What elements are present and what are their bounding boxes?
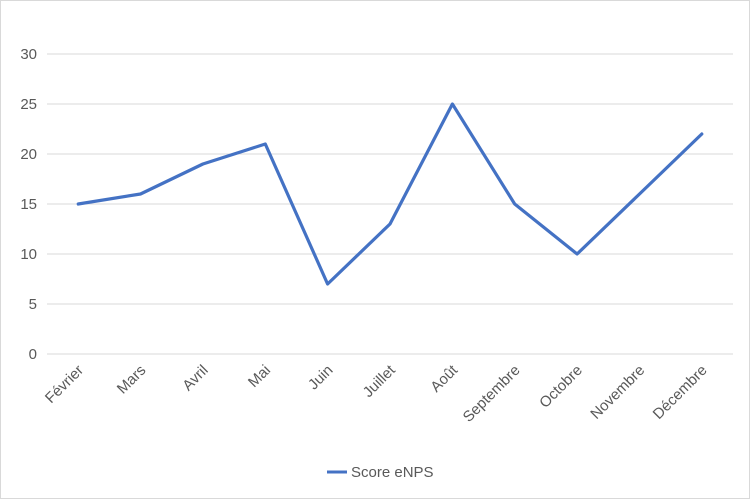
y-tick-label: 10 [20, 246, 37, 263]
x-tick-label: Octobre [536, 362, 586, 412]
legend-label: Score eNPS [351, 464, 434, 481]
gridlines [47, 53, 733, 355]
x-tick-label: Mars [114, 362, 150, 398]
x-tick-label: Avril [179, 362, 211, 394]
x-tick-label: Juillet [360, 361, 400, 401]
y-tick-label: 0 [29, 346, 37, 363]
x-tick-label: Août [427, 361, 461, 395]
legend: Score eNPS [327, 464, 434, 481]
x-tick-label: Juin [305, 362, 336, 393]
y-tick-label: 5 [29, 296, 37, 313]
x-tick-label: Décembre [650, 362, 711, 423]
y-axis-tick-labels: 0 5 10 15 20 25 30 [20, 46, 37, 363]
x-tick-label: Septembre [460, 362, 524, 426]
series-lines [76, 102, 704, 286]
y-tick-label: 25 [20, 96, 37, 113]
x-tick-label: Mai [245, 362, 274, 391]
y-tick-label: 30 [20, 46, 37, 63]
y-tick-label: 15 [20, 196, 37, 213]
series-line [76, 102, 704, 286]
x-tick-label: Novembre [587, 362, 648, 423]
x-tick-label: Février [42, 362, 87, 407]
y-tick-label: 20 [20, 146, 37, 163]
x-axis-tick-labels: Février Mars Avril Mai Juin Juillet AoûtSeptem… [42, 361, 711, 425]
